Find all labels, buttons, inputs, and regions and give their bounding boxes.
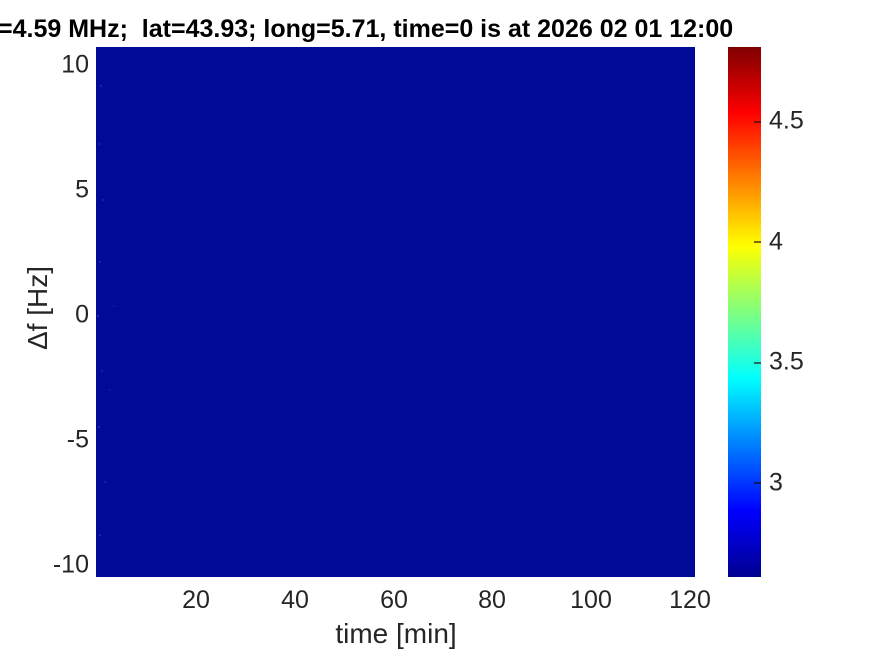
x-tick-label: 60 (380, 586, 408, 614)
colorbar-tick-mark (754, 362, 761, 364)
colorbar-tick-mark (754, 482, 761, 484)
colorbar-tick-mark (754, 121, 761, 123)
x-tick-label: 80 (478, 586, 506, 614)
y-axis-label: Δf [Hz] (22, 265, 53, 351)
x-tick-label: 100 (570, 586, 612, 614)
colorbar-tick-label: 3 (769, 468, 783, 497)
y-tick-label: 5 (75, 175, 89, 204)
heatmap-plot-area (96, 47, 695, 577)
colorbar-gradient (728, 47, 761, 577)
colorbar-tick-label: 3.5 (769, 347, 804, 376)
x-axis-label: time [min] (335, 618, 457, 649)
chart-title: =4.59 MHz; lat=43.93; long=5.71, time=0 … (0, 15, 734, 43)
y-tick-label: -10 (52, 550, 89, 579)
x-tick-label: 120 (669, 586, 711, 614)
x-tick-label: 20 (182, 586, 210, 614)
colorbar-tick-label: 4.5 (769, 106, 804, 135)
noise-speckles (96, 47, 98, 49)
y-tick-label: -5 (66, 425, 89, 454)
y-tick-label: 0 (75, 300, 89, 329)
colorbar-tick-mark (754, 241, 761, 243)
y-tick-label: 10 (61, 50, 89, 79)
colorbar-tick-label: 4 (769, 227, 783, 256)
x-tick-label: 40 (281, 586, 309, 614)
